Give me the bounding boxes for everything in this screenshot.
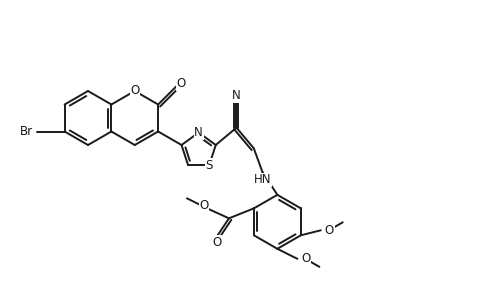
Text: O: O [130,84,139,98]
Text: Br: Br [20,125,33,138]
Text: O: O [325,224,334,237]
Text: O: O [176,77,186,90]
Text: O: O [199,199,208,212]
Text: HN: HN [254,173,271,186]
Text: N: N [194,126,203,139]
Text: O: O [301,252,311,265]
Text: N: N [232,89,241,102]
Text: S: S [206,159,213,172]
Text: O: O [212,236,222,249]
